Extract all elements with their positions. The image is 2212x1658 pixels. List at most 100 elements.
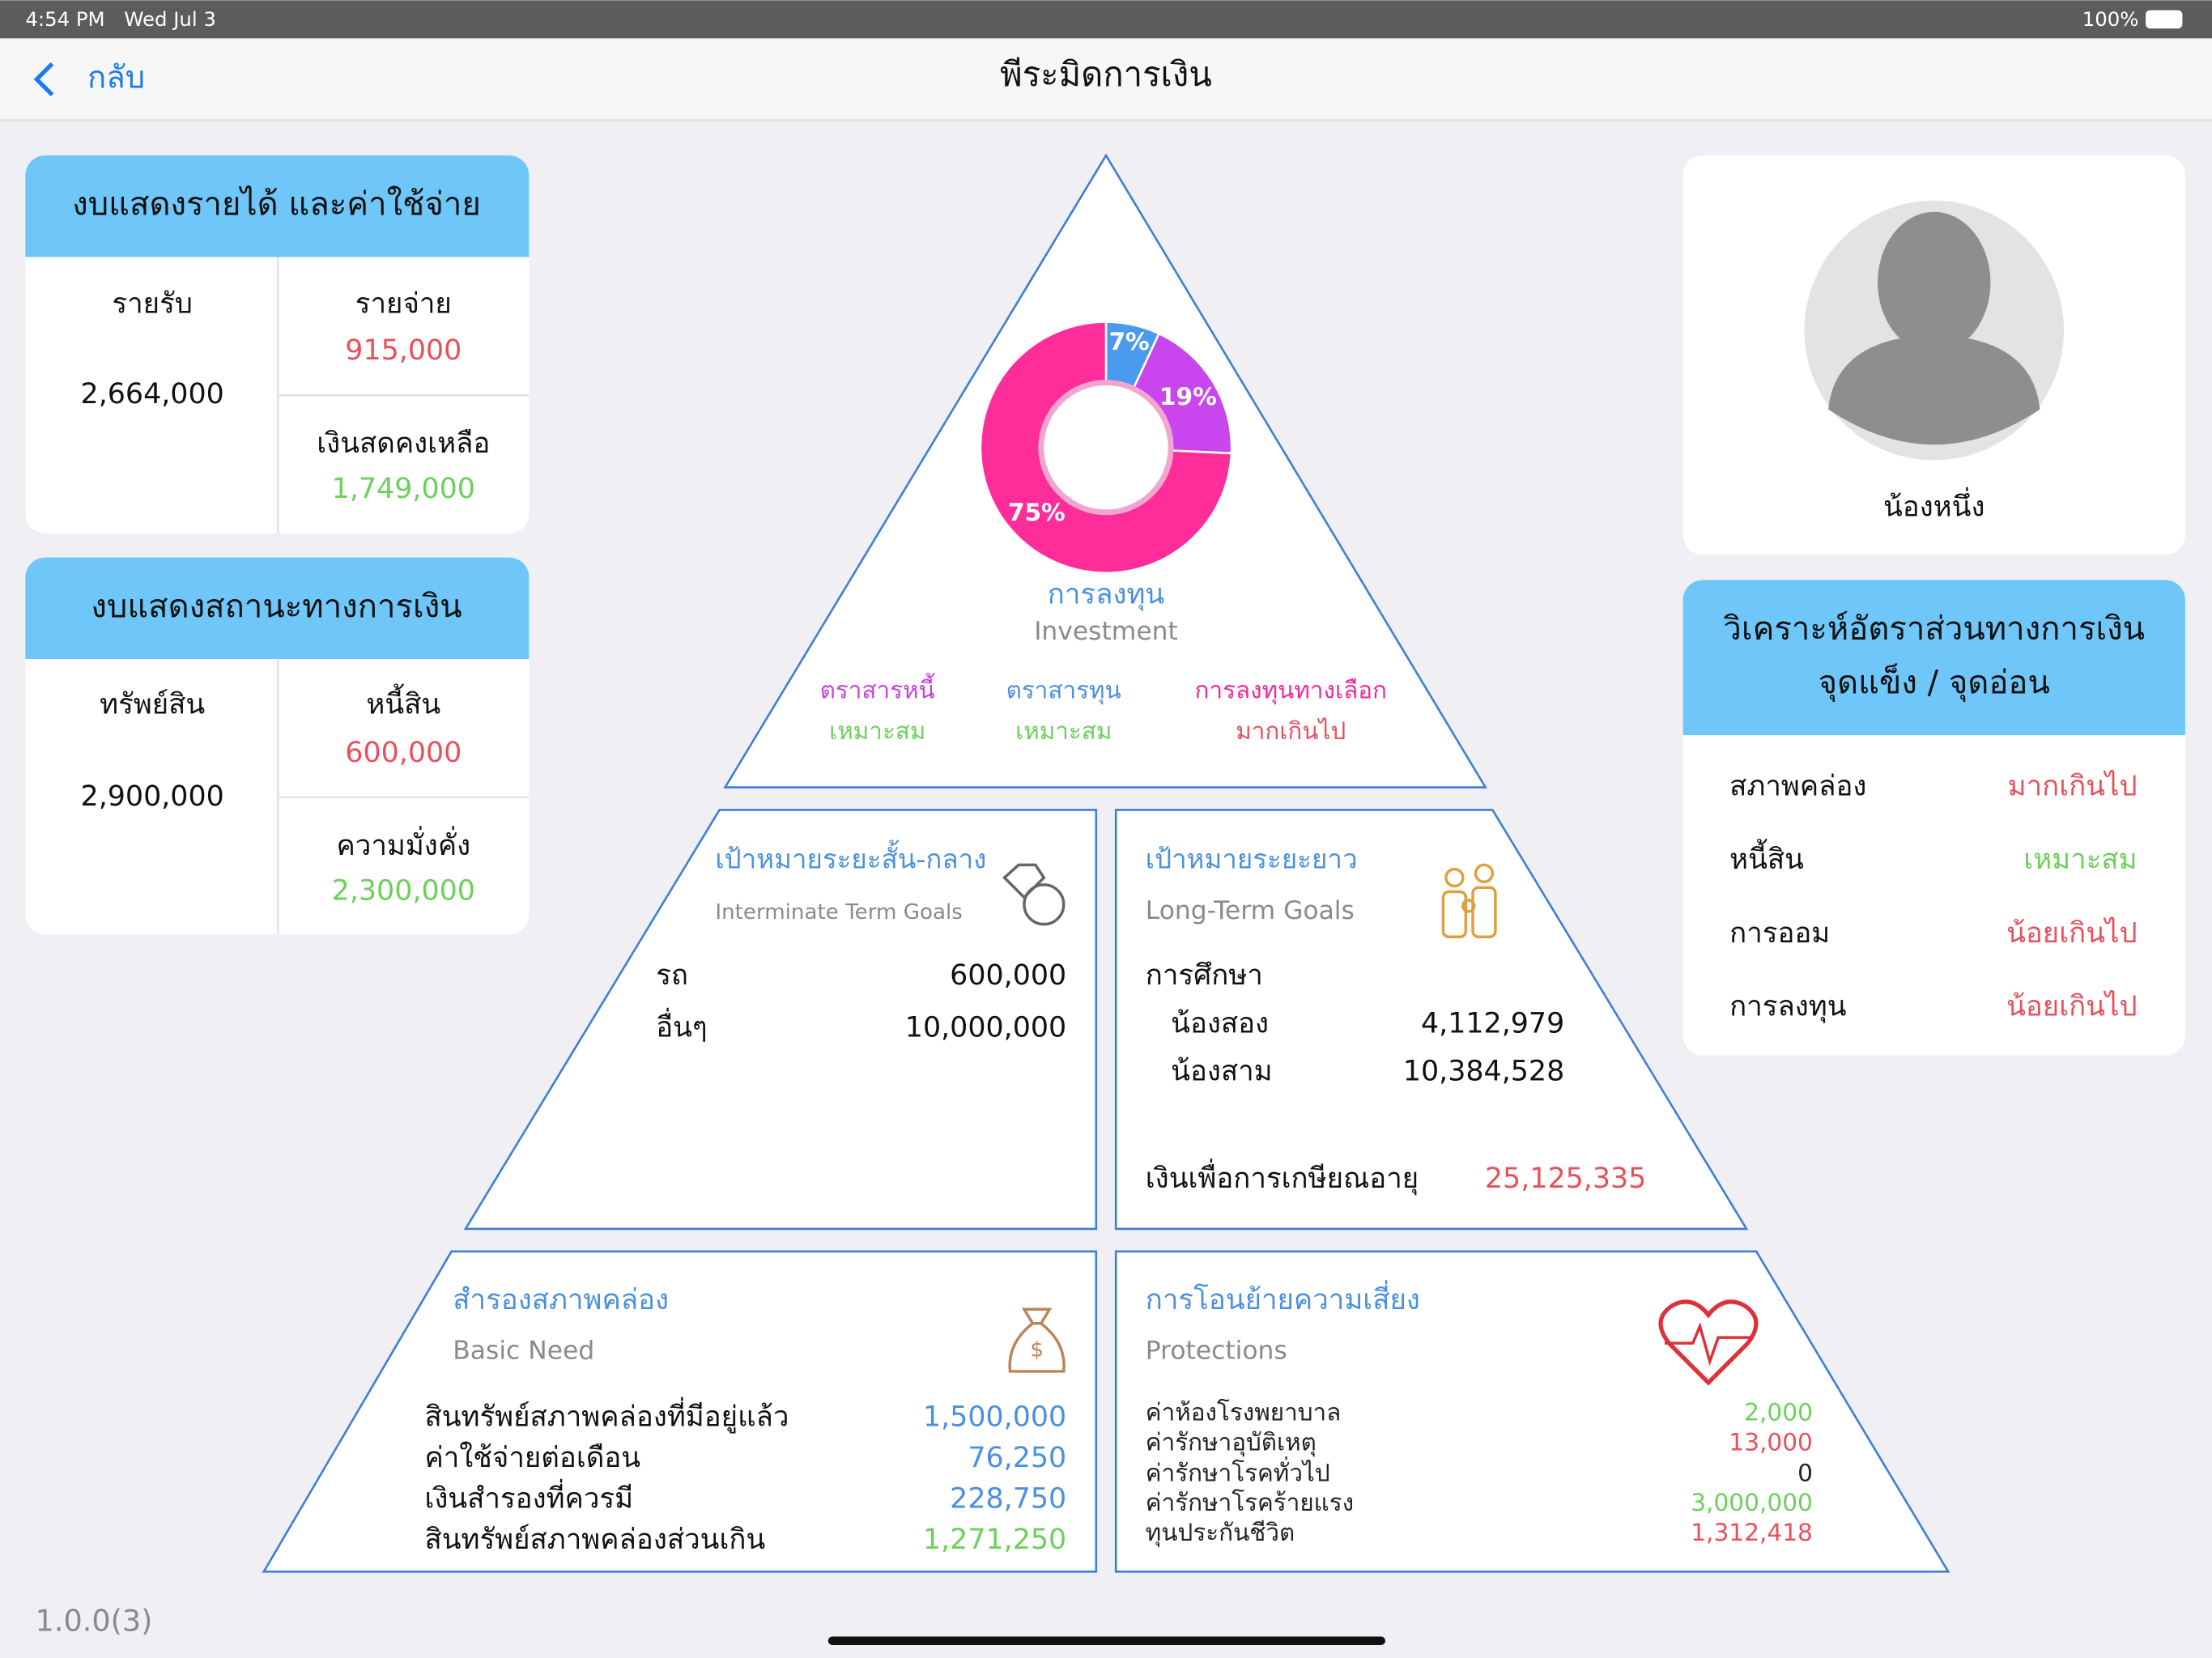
investment-status: เหมาะสม bbox=[1015, 717, 1112, 745]
analysis-result: น้อยเกินไป bbox=[2006, 989, 2138, 1022]
version: 1.0.0(3) bbox=[36, 1604, 153, 1639]
income-value: 2,664,000 bbox=[81, 378, 224, 410]
analysis-result: เหมาะสม bbox=[2023, 844, 2137, 876]
basic-value: 228,750 bbox=[950, 1482, 1066, 1515]
protection-label: ค่ารักษาอุบัติเหตุ bbox=[1146, 1428, 1317, 1456]
protection-label: ทุนประกันชีวิต bbox=[1146, 1519, 1295, 1547]
protection-value: 13,000 bbox=[1729, 1428, 1813, 1456]
back-label[interactable]: กลับ bbox=[87, 59, 145, 96]
money-bag-icon: $ bbox=[1008, 1307, 1066, 1373]
analysis-title: จุดแข็ง / จุดอ่อน bbox=[1819, 662, 2050, 702]
back-chevron[interactable] bbox=[33, 62, 54, 96]
protection-label: ค่าห้องโรงพยาบาล bbox=[1146, 1399, 1342, 1426]
analysis-header bbox=[1682, 580, 2185, 736]
goal-label: รถ bbox=[656, 959, 688, 992]
donut-label: 19% bbox=[1159, 383, 1217, 410]
section-subtitle: Long-Term Goals bbox=[1146, 896, 1355, 925]
cash-value: 1,749,000 bbox=[332, 473, 475, 505]
wealth-label: ความมั่งคั่ง bbox=[336, 826, 470, 862]
ring-icon bbox=[1002, 863, 1066, 926]
section-subtitle: Basic Need bbox=[453, 1337, 594, 1366]
goal-value: 10,384,528 bbox=[1403, 1056, 1564, 1088]
svg-text:$: $ bbox=[1030, 1337, 1044, 1362]
investment-title: การลงทุน bbox=[1048, 579, 1164, 611]
expense-label: รายจ่าย bbox=[355, 288, 452, 321]
goal-label: น้องสอง bbox=[1171, 1007, 1269, 1039]
assets-label: ทรัพย์สิน bbox=[100, 689, 205, 721]
basic-label: สินทรัพย์สภาพคล่องส่วนเกิน bbox=[424, 1524, 765, 1556]
pyramid-bottom-left bbox=[262, 1250, 1098, 1573]
retirement-label: เงินเพื่อการเกษียณอายุ bbox=[1146, 1158, 1419, 1195]
status-bar bbox=[0, 0, 2212, 39]
section-title: เป้าหมายระยะสั้น-กลาง bbox=[715, 840, 986, 875]
wealth-value: 2,300,000 bbox=[332, 875, 475, 908]
income-title: งบแสดงรายได้ และค่าใช้จ่าย bbox=[72, 185, 481, 223]
protection-label: ค่ารักษาโรคทั่วไป bbox=[1146, 1456, 1330, 1487]
back-button[interactable]: กลับ bbox=[33, 59, 145, 96]
basic-label: ค่าใช้จ่ายต่อเดือน bbox=[424, 1441, 640, 1474]
battery-text: 100% bbox=[2082, 7, 2139, 31]
goal-value: 600,000 bbox=[950, 959, 1066, 992]
analysis-title: วิเคราะห์อัตราส่วนทางการเงิน bbox=[1723, 610, 2145, 648]
section-subtitle: Interminate Term Goals bbox=[715, 900, 963, 925]
investment-item: ตราสารหนี้ bbox=[820, 674, 935, 704]
protection-label: ค่ารักษาโรคร้ายแรง bbox=[1146, 1489, 1354, 1516]
pyramid-bottom-right bbox=[1114, 1250, 1950, 1573]
basic-label: เงินสำรองที่ควรมี bbox=[424, 1478, 633, 1515]
goal-value: 10,000,000 bbox=[905, 1012, 1066, 1044]
income-header bbox=[25, 155, 530, 257]
section-title: สำรองสภาพคล่อง bbox=[453, 1284, 669, 1316]
goal-label: อื่นๆ bbox=[656, 1008, 707, 1044]
goal-value: 4,112,979 bbox=[1421, 1007, 1564, 1039]
protection-value: 0 bbox=[1797, 1460, 1813, 1487]
basic-value: 76,250 bbox=[968, 1442, 1066, 1474]
basic-value: 1,271,250 bbox=[923, 1524, 1066, 1556]
income-label: รายรับ bbox=[112, 288, 193, 321]
basic-value: 1,500,000 bbox=[923, 1401, 1066, 1433]
analysis-label: การออม bbox=[1729, 917, 1830, 950]
goal-label: น้องสาม bbox=[1171, 1056, 1273, 1088]
balance-header bbox=[25, 557, 530, 660]
analysis-label: สภาพคล่อง bbox=[1729, 771, 1866, 803]
protection-value: 3,000,000 bbox=[1691, 1489, 1813, 1516]
assets-value: 2,900,000 bbox=[81, 780, 224, 813]
investment-item: ตราสารทุน bbox=[1006, 677, 1121, 705]
protection-value: 1,312,418 bbox=[1691, 1519, 1813, 1546]
education-label: การศึกษา bbox=[1146, 959, 1263, 992]
debt-label: หนี้สิน bbox=[366, 684, 440, 721]
battery-icon bbox=[2146, 10, 2183, 29]
investment-donut: 7% 19% 75% bbox=[979, 321, 1233, 575]
date: Wed Jul 3 bbox=[124, 7, 216, 31]
expense-value: 915,000 bbox=[345, 334, 462, 367]
nav-bar bbox=[0, 38, 2212, 121]
protection-value: 2,000 bbox=[1744, 1399, 1813, 1426]
avatar-body bbox=[1828, 338, 2040, 445]
investment-status: มากเกินไป bbox=[1236, 717, 1346, 745]
balance-title: งบแสดงสถานะทางการเงิน bbox=[91, 588, 462, 625]
analysis-label: หนี้สิน bbox=[1729, 839, 1804, 876]
family-icon bbox=[1441, 863, 1497, 939]
avatar-head bbox=[1878, 211, 1991, 353]
analysis-result: มากเกินไป bbox=[2008, 770, 2138, 803]
time: 4:54 PM bbox=[25, 7, 104, 31]
pyramid-mid-left bbox=[463, 809, 1098, 1231]
retirement-value: 25,125,335 bbox=[1485, 1163, 1646, 1195]
donut-inner-ring bbox=[1038, 380, 1174, 516]
heart-icon bbox=[1658, 1299, 1759, 1386]
nav-title: พีระมิดการเงิน bbox=[1000, 54, 1212, 94]
section-title: การโอนย้ายความเสี่ยง bbox=[1146, 1280, 1420, 1316]
profile-name: น้องหนึ่ง bbox=[1883, 487, 1985, 524]
pyramid-mid-right bbox=[1114, 809, 1749, 1231]
investment-item: การลงทุนทางเลือก bbox=[1195, 677, 1387, 705]
donut-label: 7% bbox=[1108, 328, 1149, 355]
investment-status: เหมาะสม bbox=[829, 717, 925, 745]
investment-subtitle: Investment bbox=[1034, 617, 1178, 646]
donut-label: 75% bbox=[1008, 499, 1066, 526]
debt-value: 600,000 bbox=[345, 737, 462, 769]
home-indicator bbox=[827, 1636, 1385, 1645]
section-subtitle: Protections bbox=[1146, 1337, 1287, 1366]
cash-label: เงินสดคงเหลือ bbox=[317, 427, 490, 460]
analysis-label: การลงทุน bbox=[1729, 990, 1846, 1022]
basic-label: สินทรัพย์สภาพคล่องที่มีอยู่แล้ว bbox=[424, 1397, 789, 1433]
